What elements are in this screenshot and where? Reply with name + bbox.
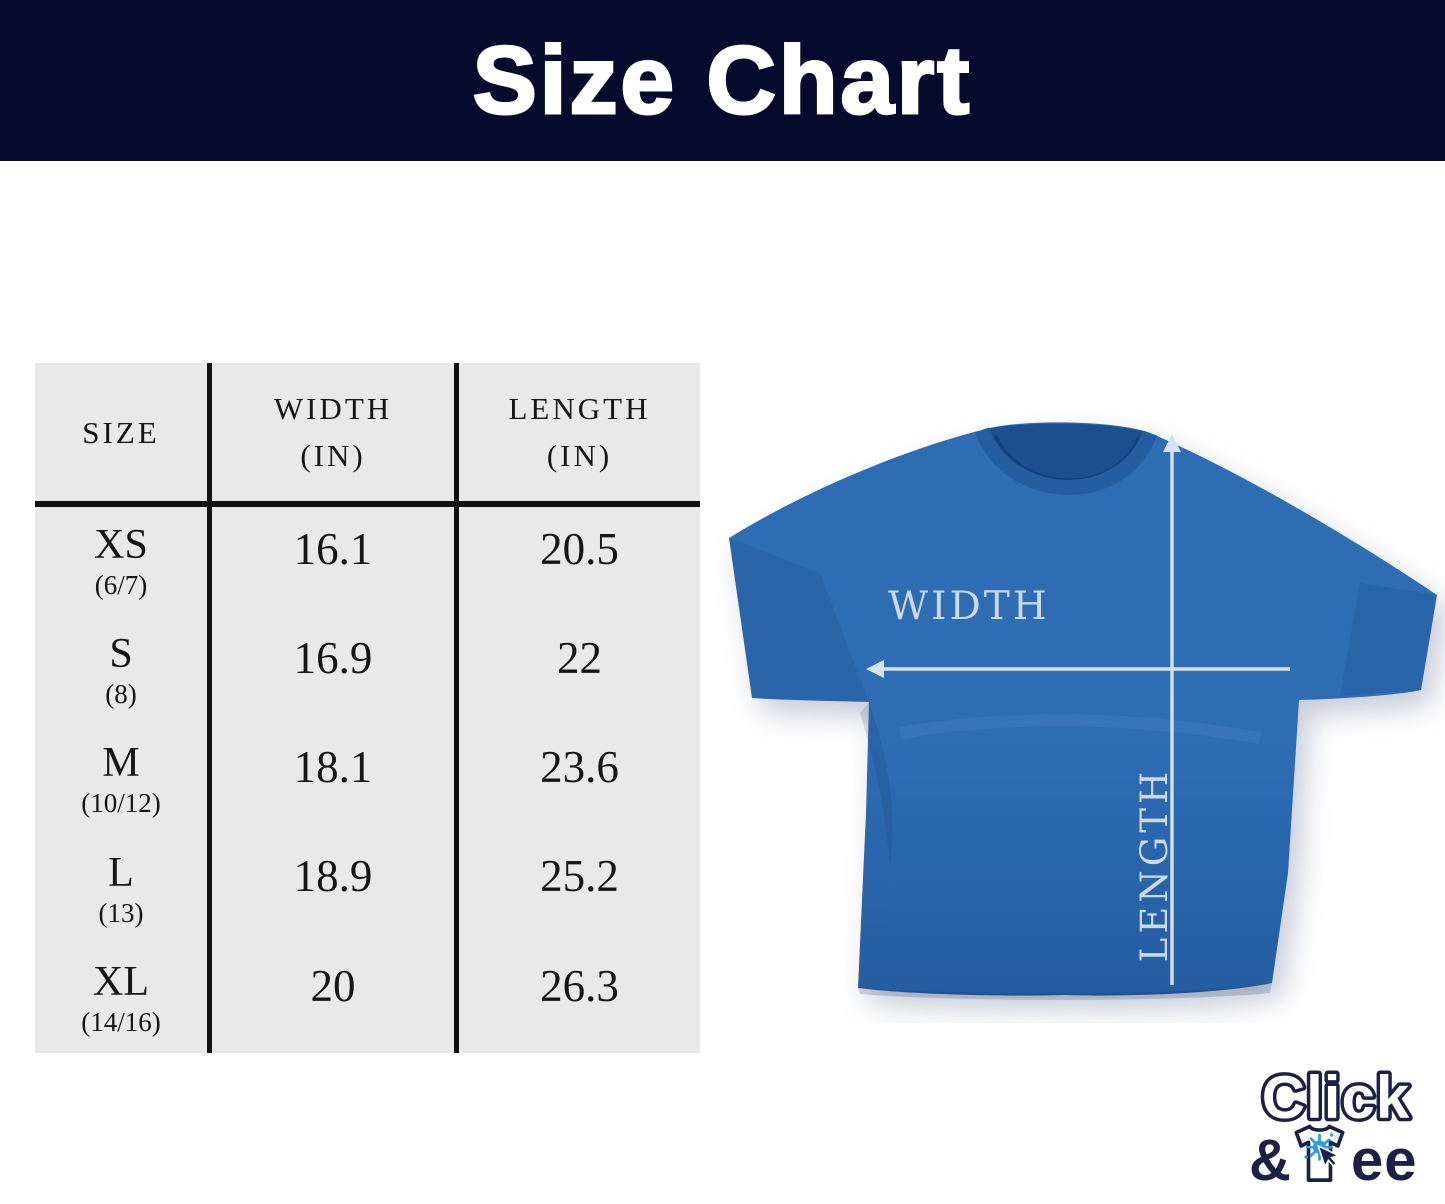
width-value: 18.9: [293, 851, 373, 901]
table-row-m-length: 23.6: [454, 725, 700, 834]
header-banner: Size Chart: [0, 0, 1445, 161]
size-label: XL: [93, 959, 149, 1005]
table-row-s-size: S (8): [35, 616, 207, 725]
length-value: 22: [557, 632, 602, 683]
column-header-length-unit: (IN): [546, 438, 613, 473]
size-label: M: [102, 740, 140, 786]
size-age-range: (10/12): [81, 788, 161, 818]
right-sleeve-shade: [1340, 583, 1437, 696]
size-label: XS: [94, 522, 148, 568]
left-sleeve-shade: [729, 538, 869, 702]
logo-click-text: Click: [1262, 1064, 1410, 1131]
tshirt-mockup-graphic: WIDTH LENGTH: [729, 422, 1437, 1000]
logo-ee-text: ee: [1351, 1128, 1418, 1188]
width-value: 20: [310, 960, 356, 1011]
tshirt-cursor-icon: [1294, 1124, 1345, 1182]
column-header-width: WIDTH: [273, 391, 393, 426]
table-row-l-length: 25.2: [454, 834, 700, 944]
chest-fold: [899, 714, 1262, 744]
clickandtee-logo: Click &: [1249, 1064, 1418, 1188]
length-arrow: [1163, 434, 1181, 985]
width-label: WIDTH: [888, 584, 1050, 629]
width-value: 16.9: [293, 632, 373, 683]
size-age-range: (13): [98, 897, 144, 928]
table-row-xl-width: 20: [207, 944, 454, 1053]
length-arrowhead-icon: [1163, 434, 1181, 452]
size-table: SIZE WIDTH (IN) LENGTH (IN) XS (6/7) 16.…: [35, 363, 700, 1053]
table-row-m-size: M (10/12): [35, 725, 207, 834]
width-value: 18.1: [293, 741, 373, 792]
page-title: Size Chart: [471, 25, 973, 135]
logo-amp-text: &: [1249, 1128, 1291, 1188]
table-row-xl-length: 26.3: [454, 944, 700, 1053]
table-row-xs-length: 20.5: [454, 507, 700, 616]
length-value: 23.6: [540, 741, 619, 792]
header-cell-width: WIDTH (IN): [207, 363, 454, 507]
length-value: 25.2: [540, 851, 619, 901]
table-row-l-size: L (13): [35, 834, 207, 944]
header-cell-size: SIZE: [35, 363, 207, 507]
armpit-shadow: [860, 702, 893, 863]
header-cell-length: LENGTH (IN): [454, 363, 700, 507]
length-value: 26.3: [540, 960, 619, 1011]
table-row-l-width: 18.9: [207, 834, 454, 944]
table-row-s-length: 22: [454, 616, 700, 725]
hem-shadow: [858, 983, 1272, 1000]
width-arrowhead-icon: [866, 660, 884, 678]
length-value: 20.5: [540, 523, 619, 574]
column-header-width-unit: (IN): [300, 438, 366, 473]
size-age-range: (6/7): [94, 570, 148, 600]
size-age-range: (14/16): [81, 1007, 161, 1037]
tshirt-body: [729, 422, 1437, 1000]
length-label: LENGTH: [1133, 768, 1176, 962]
width-arrow: [866, 660, 1290, 678]
collar-band: [974, 427, 1158, 495]
table-row-s-width: 16.9: [207, 616, 454, 725]
column-header-length: LENGTH: [508, 391, 651, 426]
table-row-xl-size: XL (14/16): [35, 944, 207, 1053]
size-age-range: (8): [105, 679, 137, 709]
table-row-xs-width: 16.1: [207, 507, 454, 616]
cursor-icon: [1316, 1144, 1341, 1169]
width-value: 16.1: [293, 523, 373, 574]
collar-tag: [1058, 437, 1078, 446]
table-row-xs-size: XS (6/7): [35, 507, 207, 616]
table-row-m-width: 18.1: [207, 725, 454, 834]
size-label: S: [109, 631, 133, 677]
column-header-size: SIZE: [82, 414, 160, 450]
size-label: L: [108, 849, 134, 896]
